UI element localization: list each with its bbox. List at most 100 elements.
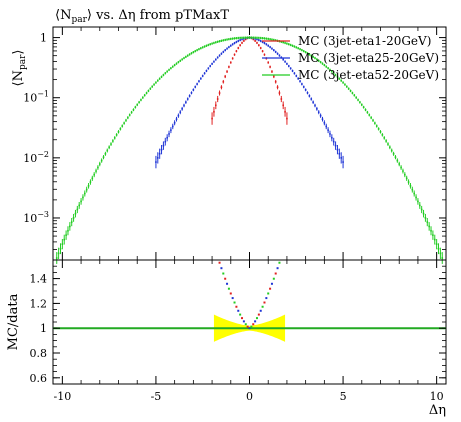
data-point <box>409 185 412 187</box>
data-point <box>128 114 131 116</box>
data-point <box>215 41 217 44</box>
data-point <box>104 153 107 155</box>
data-point <box>258 37 260 39</box>
ratio-point <box>272 277 275 280</box>
data-point <box>173 121 176 124</box>
data-point <box>224 75 226 78</box>
data-point <box>274 39 277 42</box>
data-point <box>100 159 103 162</box>
data-point <box>200 77 202 80</box>
data-point <box>374 122 376 124</box>
data-point <box>237 47 240 49</box>
data-point <box>271 47 273 50</box>
chart-title: ⟨Npar⟩ vs. Δη from pTMaxT <box>55 8 229 25</box>
data-point <box>143 94 146 97</box>
data-point <box>289 67 292 70</box>
data-point <box>157 157 159 159</box>
data-point <box>284 42 286 44</box>
data-point <box>308 53 311 56</box>
legend-entry-eta52: MC (3jet-eta52-20GeV) <box>262 68 439 82</box>
data-point <box>331 70 333 73</box>
data-point <box>130 111 133 114</box>
legend-entry-eta25: MC (3jet-eta25-20GeV) <box>262 51 439 65</box>
ratio-point <box>224 277 227 280</box>
data-point <box>239 44 241 47</box>
data-point <box>233 53 236 56</box>
data-point <box>433 238 436 241</box>
data-point <box>63 238 66 241</box>
data-point <box>336 76 339 78</box>
data-point <box>78 204 80 207</box>
data-point <box>160 148 163 151</box>
data-point <box>267 38 270 40</box>
data-point <box>205 44 208 47</box>
data-point <box>188 95 191 97</box>
data-point <box>308 95 311 97</box>
data-point <box>319 61 322 63</box>
xtick-label: 10 <box>430 390 444 403</box>
data-point <box>155 81 157 84</box>
data-point <box>229 61 232 64</box>
data-point <box>241 36 243 39</box>
data-point <box>302 86 305 88</box>
data-point <box>110 143 112 145</box>
data-point <box>224 49 226 51</box>
ratio-point <box>220 267 223 270</box>
data-point <box>291 70 294 72</box>
data-point <box>396 159 399 162</box>
data-point <box>302 50 305 52</box>
data-point <box>125 119 127 122</box>
data-point <box>263 37 266 40</box>
data-point <box>267 44 270 47</box>
legend-label-eta52: MC (3jet-eta52-20GeV) <box>298 68 439 82</box>
data-point <box>168 69 170 71</box>
data-point <box>286 63 288 65</box>
data-point <box>269 66 271 68</box>
data-point <box>226 70 228 73</box>
data-point <box>175 118 178 120</box>
data-point <box>273 75 275 78</box>
data-point <box>415 196 417 199</box>
data-point <box>164 72 167 75</box>
data-point <box>171 65 174 68</box>
data-point <box>441 257 444 259</box>
data-point <box>203 72 206 75</box>
xtick-label: 0 <box>246 390 253 403</box>
ratio-point <box>218 261 221 264</box>
data-point <box>248 36 251 39</box>
data-point <box>231 37 234 40</box>
data-point <box>258 44 260 47</box>
data-point <box>132 108 135 111</box>
data-point <box>301 49 303 51</box>
data-point <box>215 104 217 107</box>
data-point <box>304 51 307 53</box>
data-point <box>76 208 79 211</box>
legend-label-eta25: MC (3jet-eta25-20GeV) <box>298 51 439 65</box>
data-point <box>201 46 204 49</box>
data-point <box>98 163 101 165</box>
data-point <box>216 40 219 43</box>
data-point <box>331 136 333 139</box>
data-point <box>271 38 273 41</box>
data-point <box>355 96 357 99</box>
data-point <box>235 41 238 43</box>
data-point <box>278 54 281 57</box>
data-point <box>254 36 256 39</box>
data-point <box>211 117 213 120</box>
data-point <box>314 57 316 59</box>
data-point <box>304 89 307 91</box>
data-point <box>340 79 342 82</box>
data-point <box>338 77 341 80</box>
data-point <box>233 42 236 44</box>
xtick-label: 5 <box>340 390 347 403</box>
data-point <box>211 63 213 65</box>
data-point <box>295 75 298 77</box>
data-point <box>381 134 384 136</box>
data-point <box>299 80 301 83</box>
data-point <box>239 39 241 41</box>
data-point <box>136 103 139 106</box>
ratio-point <box>261 305 264 308</box>
data-point <box>177 114 180 117</box>
data-point <box>170 129 172 131</box>
data-point <box>316 108 318 110</box>
